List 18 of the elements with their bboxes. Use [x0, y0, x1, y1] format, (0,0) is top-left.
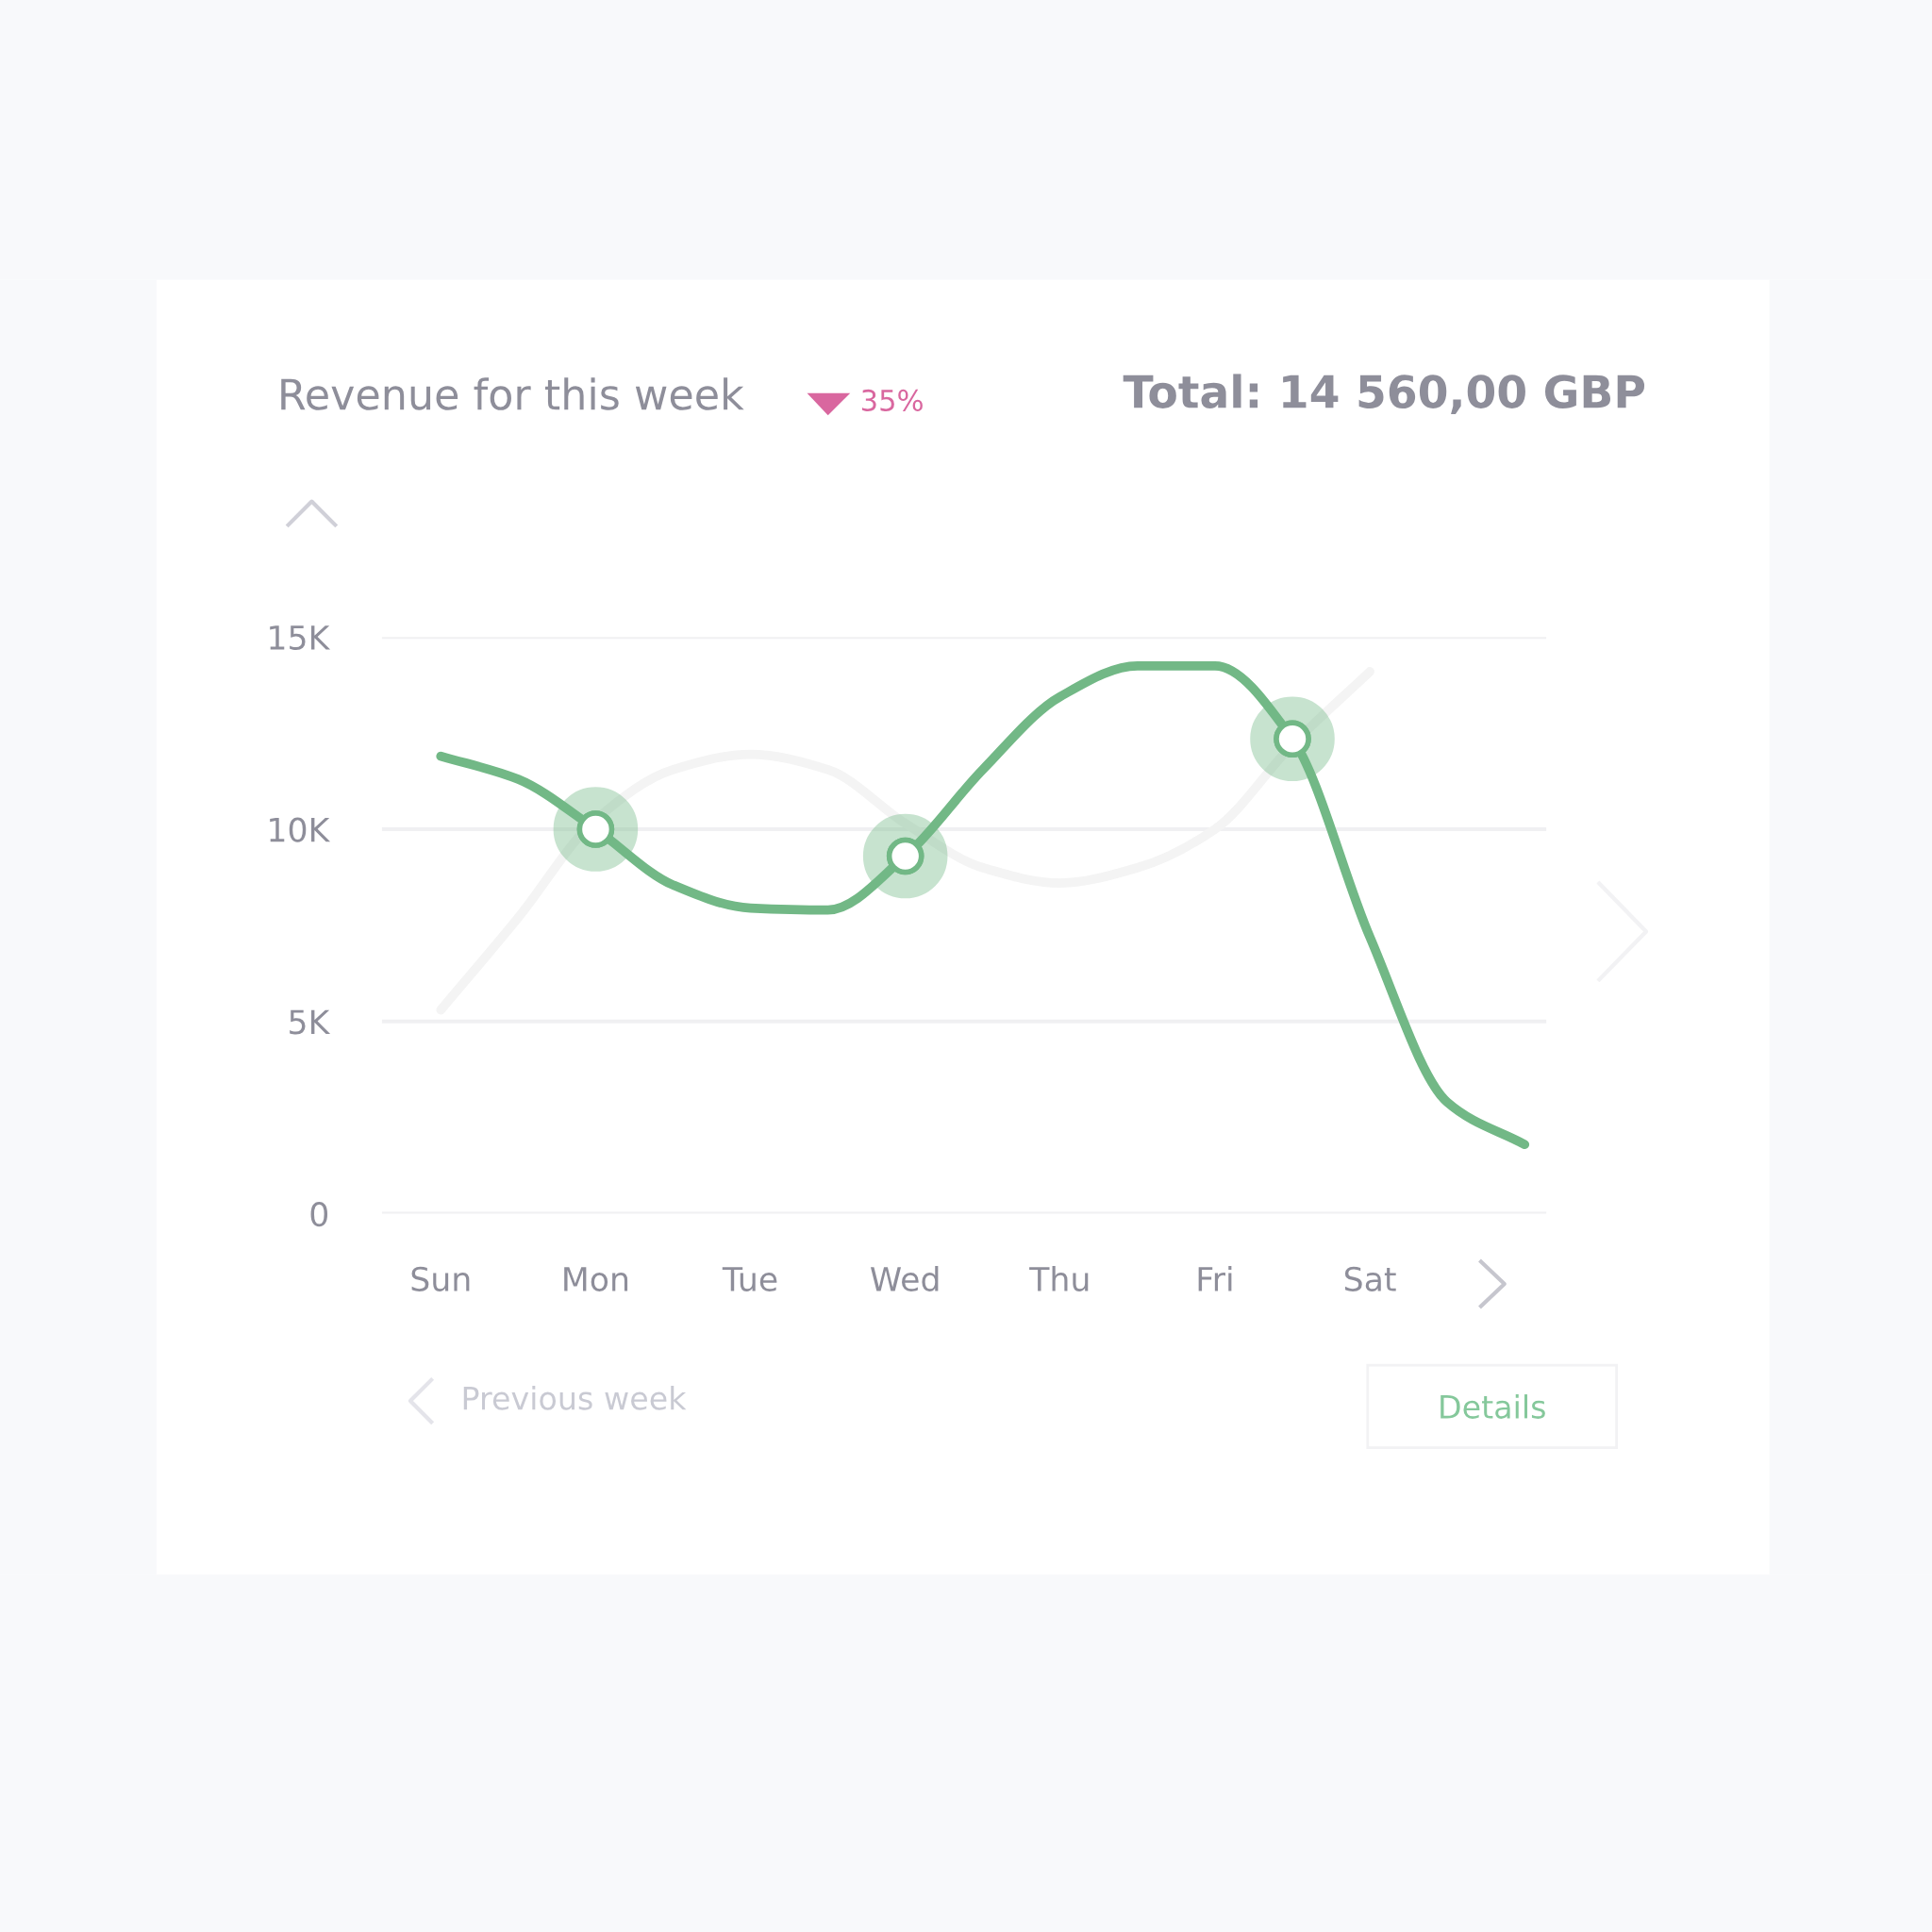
point [553, 787, 639, 872]
x-tick-label: Tue [722, 1267, 777, 1291]
chart-title: Revenue for this week [281, 377, 744, 410]
text: 35% [862, 389, 923, 411]
text: Total: 14 560,00 GBP [1123, 374, 1645, 414]
y-tick-label: 0 [310, 1201, 328, 1227]
x-tick-label: Fri [1198, 1266, 1232, 1291]
point [862, 813, 948, 899]
x-tick-label: Sat [1344, 1266, 1396, 1291]
point [1250, 696, 1335, 782]
y-tick-label: 5K [290, 1009, 331, 1035]
x-tick-label: Sun [411, 1266, 470, 1291]
text: Details [1441, 1394, 1545, 1419]
x-tick-label: Wed [870, 1266, 939, 1291]
x-tick-label: Mon [564, 1267, 628, 1291]
x-tick-label: Thu [1029, 1266, 1089, 1291]
y-tick-label: 15K [270, 625, 331, 650]
y-tick-label: 10K [270, 817, 331, 842]
